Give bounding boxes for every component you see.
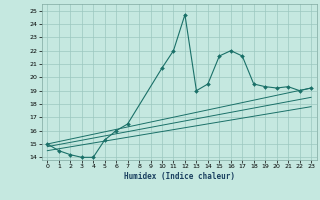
X-axis label: Humidex (Indice chaleur): Humidex (Indice chaleur) — [124, 172, 235, 181]
